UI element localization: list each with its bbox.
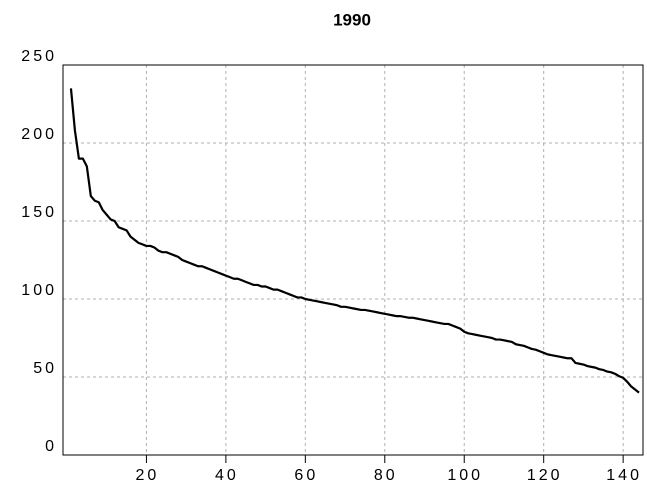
y-tick-label: 250 bbox=[21, 48, 57, 65]
plot-frame bbox=[62, 64, 644, 456]
y-tick-label: 50 bbox=[33, 360, 57, 377]
x-tick-label: 120 bbox=[527, 467, 563, 484]
x-tick-label: 40 bbox=[215, 467, 239, 484]
y-tick-label: 150 bbox=[21, 204, 57, 221]
x-tick-label: 60 bbox=[294, 467, 318, 484]
x-tick-label: 140 bbox=[606, 467, 642, 484]
x-tick-label: 80 bbox=[374, 467, 398, 484]
data-line bbox=[69, 88, 640, 394]
chart-title: 1990 bbox=[333, 10, 371, 29]
y-tick-label: 100 bbox=[21, 282, 57, 299]
x-tick-label: 20 bbox=[136, 467, 160, 484]
x-tick-label: 100 bbox=[447, 467, 483, 484]
y-tick-label: 0 bbox=[45, 438, 57, 455]
y-tick-label: 200 bbox=[21, 126, 57, 143]
